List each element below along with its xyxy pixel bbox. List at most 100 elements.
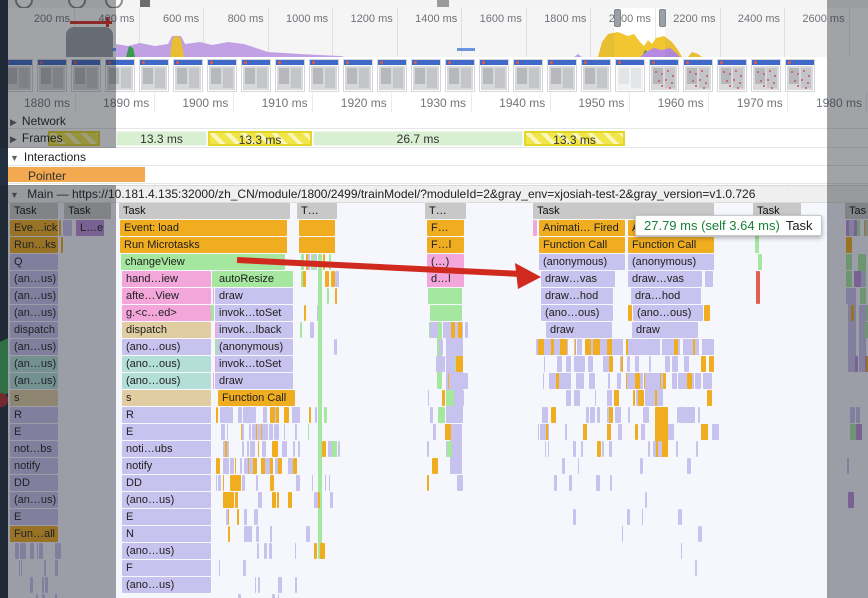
flame-node[interactable]: Run…ks (10, 237, 58, 253)
screenshot-thumb[interactable] (275, 59, 305, 92)
flame-node[interactable]: draw (215, 288, 293, 304)
flame-node[interactable] (755, 220, 759, 253)
flame-node[interactable]: Function Call (539, 237, 625, 253)
flame-node[interactable]: (ano…us) (122, 577, 211, 593)
flame-node[interactable]: R (10, 407, 58, 423)
flame-node[interactable]: L…e (76, 220, 104, 236)
screenshot-thumb[interactable] (683, 59, 713, 92)
flame-node[interactable] (64, 220, 68, 236)
flame-node[interactable]: s (122, 390, 211, 406)
selection-handle-left[interactable] (614, 9, 621, 27)
flame-node[interactable]: draw…vas (541, 271, 615, 287)
flame-node[interactable] (68, 220, 72, 236)
flame-node[interactable] (859, 305, 866, 372)
flame-node[interactable]: changeView (121, 254, 285, 270)
flame-node[interactable]: invok…toSet (215, 356, 293, 372)
flame-node[interactable]: DD (122, 475, 211, 491)
flame-node[interactable]: draw (632, 322, 698, 338)
flame-node[interactable] (430, 305, 462, 321)
flame-node[interactable]: draw (546, 322, 612, 338)
flame-node[interactable]: (…) (427, 254, 464, 270)
flame-node[interactable]: g.<c…ed> (122, 305, 211, 321)
flame-group-header[interactable]: T… (297, 203, 337, 219)
pointer-interaction-bar[interactable]: Pointer (0, 167, 145, 183)
flame-node[interactable]: (an…us) (10, 492, 58, 508)
flame-node[interactable] (704, 305, 710, 321)
screenshot-thumb[interactable] (105, 59, 135, 92)
chevron-down-icon[interactable]: ▼ (10, 190, 19, 200)
flame-node[interactable]: noti…ubs (122, 441, 211, 457)
flame-node[interactable]: (an…us) (10, 356, 58, 372)
flame-group-header[interactable]: Task (64, 203, 111, 219)
flame-node[interactable]: dra…hod (631, 288, 701, 304)
flame-node[interactable] (437, 322, 442, 389)
main-thread-header[interactable]: ▼ Main — https://10.181.4.135:32000/zh_C… (0, 185, 868, 203)
frame-chip[interactable]: 13.3 ms (208, 131, 312, 147)
screenshot-thumb[interactable] (377, 59, 407, 92)
frame-chip[interactable]: 13.3 ms (116, 131, 207, 146)
flame-node[interactable]: afte…View (122, 288, 211, 304)
flame-node[interactable] (299, 220, 335, 236)
flame-group-header[interactable]: T… (425, 203, 466, 219)
flame-node[interactable]: (ano…ous) (122, 339, 211, 355)
flame-node[interactable] (846, 271, 852, 287)
flame-node[interactable]: Eve…ick (10, 220, 58, 236)
flame-node[interactable] (756, 271, 760, 304)
flame-node[interactable]: (ano…us) (122, 492, 211, 508)
flame-node[interactable]: s (10, 390, 58, 406)
flame-group-header[interactable]: Task (10, 203, 58, 219)
screenshot-thumb[interactable] (173, 59, 203, 92)
screenshot-thumb[interactable] (513, 59, 543, 92)
flame-node[interactable]: (an…us) (10, 305, 58, 321)
flame-node[interactable]: draw…hod (541, 288, 613, 304)
frames-track[interactable]: 13.3 ms 13.3 ms 26.7 ms 13.3 ms ▶ Frames (0, 129, 868, 148)
flame-node[interactable]: hand…iew (122, 271, 211, 287)
screenshot-thumb[interactable] (785, 59, 815, 92)
flame-node[interactable]: (ano…ous) (541, 305, 613, 321)
flame-node[interactable]: Function Call (628, 237, 714, 253)
flame-node[interactable]: E (10, 424, 58, 440)
screenshot-thumb[interactable] (139, 59, 169, 92)
flame-group-header[interactable]: Tas (845, 203, 868, 219)
screenshot-thumb[interactable] (309, 59, 339, 92)
frame-chip[interactable] (48, 131, 100, 146)
flame-node[interactable]: (ano…us) (122, 543, 211, 559)
flame-node[interactable] (628, 305, 632, 321)
chevron-down-icon[interactable]: ▼ (10, 153, 19, 163)
flame-node[interactable]: F (122, 560, 211, 576)
flame-node[interactable] (705, 271, 713, 287)
flame-group-header[interactable]: Task (119, 203, 290, 219)
flame-node[interactable]: autoResize (215, 271, 293, 287)
screenshot-thumb[interactable] (411, 59, 441, 92)
flame-node[interactable]: dispatch (10, 322, 58, 338)
flame-node[interactable]: invok…toSet (215, 305, 293, 321)
flame-node[interactable]: (ano…ous) (633, 305, 703, 321)
chevron-right-icon[interactable]: ▶ (10, 117, 17, 127)
frame-chip[interactable]: 13.3 ms (524, 131, 625, 147)
flame-node[interactable]: F… (427, 220, 464, 236)
chevron-right-icon[interactable]: ▶ (10, 134, 17, 144)
flame-node[interactable]: Animati… Fired (539, 220, 625, 236)
screenshot-thumb[interactable] (479, 59, 509, 92)
flame-node[interactable] (318, 254, 322, 559)
flame-node[interactable]: invok…lback (215, 322, 293, 338)
flame-node[interactable] (428, 288, 462, 304)
timeline-overview[interactable]: 200 ms 400 ms 600 ms 800 ms 1000 ms 1200 ms 14… (0, 8, 868, 58)
interactions-track[interactable]: ▼ Interactions (0, 148, 868, 166)
screenshot-thumb[interactable] (71, 59, 101, 92)
flame-node[interactable] (858, 254, 866, 287)
flame-node[interactable] (299, 237, 335, 253)
flame-node[interactable]: F…l (427, 237, 464, 253)
flame-node[interactable]: notify (122, 458, 211, 474)
flame-node[interactable]: Fun…all (10, 526, 58, 542)
flame-node[interactable]: Event: load (120, 220, 287, 236)
flame-node[interactable]: d…l (427, 271, 464, 287)
flame-node[interactable]: (anonymous) (215, 339, 293, 355)
flame-node[interactable]: E (122, 424, 211, 440)
flame-node[interactable]: draw…vas (628, 271, 702, 287)
flame-node[interactable]: DD (10, 475, 58, 491)
screenshot-thumb[interactable] (343, 59, 373, 92)
selection-handle-right[interactable] (659, 9, 666, 27)
screenshot-thumb[interactable] (445, 59, 475, 92)
flame-node[interactable]: (ano…ous) (122, 356, 211, 372)
